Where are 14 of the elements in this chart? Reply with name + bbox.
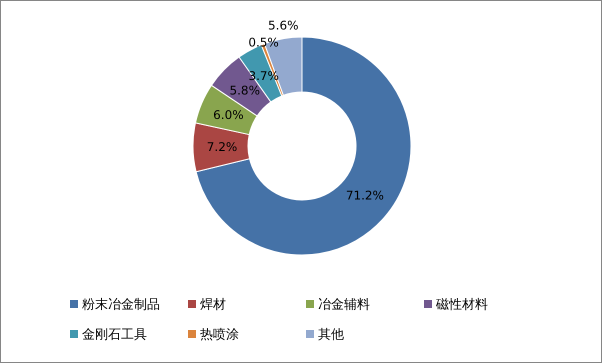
legend-label: 热喷涂 — [200, 328, 239, 343]
legend-label: 焊材 — [200, 298, 226, 313]
data-label: 6.0% — [213, 108, 244, 122]
legend-label: 冶金辅料 — [318, 298, 370, 313]
legend-label: 粉末冶金制品 — [82, 298, 160, 313]
donut-slice — [196, 36, 412, 256]
data-label: 71.2% — [346, 188, 384, 203]
data-label: 7.2% — [206, 140, 238, 154]
data-label: 0.5% — [248, 35, 279, 50]
legend-label: 磁性材料 — [435, 298, 488, 313]
data-label: 5.6% — [268, 18, 299, 32]
legend-label: 金刚石工具 — [82, 328, 147, 343]
data-label: 5.8% — [229, 83, 260, 98]
legend-label: 其他 — [318, 328, 344, 343]
